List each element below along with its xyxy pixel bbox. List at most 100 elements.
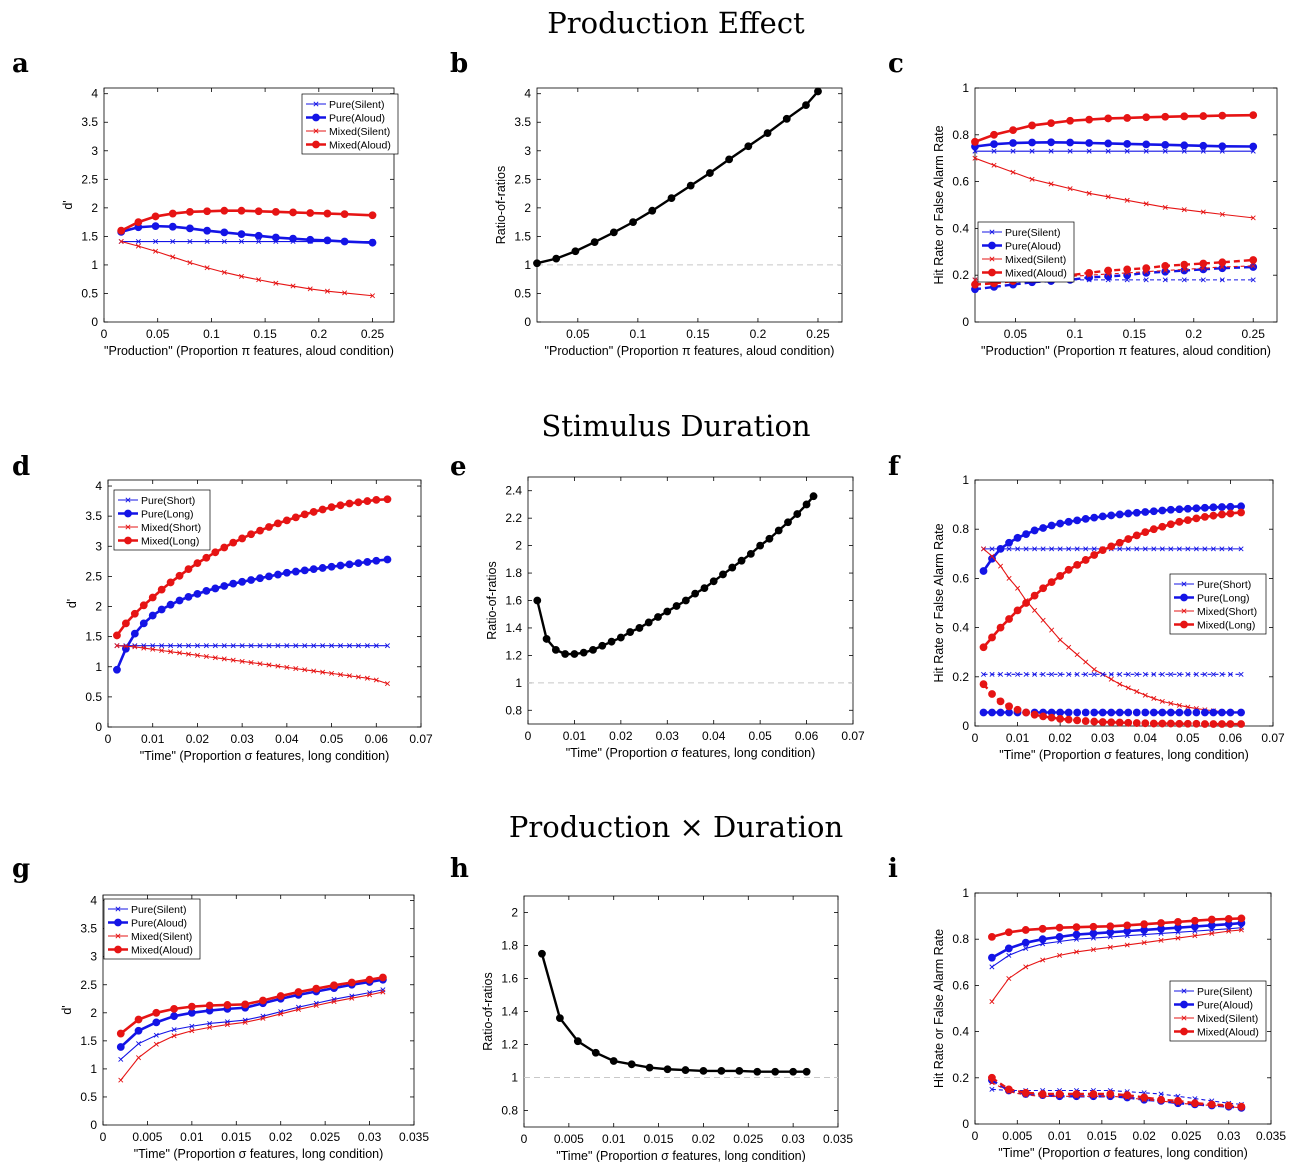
data-point <box>1015 585 1021 591</box>
legend-entry: Mixed(Aloud) <box>1005 267 1067 279</box>
data-point <box>1055 923 1064 932</box>
data-point <box>171 1033 177 1039</box>
x-tick-label: 0.2 <box>750 327 767 341</box>
data-point <box>1219 277 1225 283</box>
data-point <box>1009 139 1017 147</box>
data-point <box>265 572 273 581</box>
data-point <box>230 643 236 649</box>
data-point <box>320 669 326 675</box>
y-tick-label: 0.8 <box>952 128 969 142</box>
data-point <box>1226 720 1235 728</box>
data-point <box>207 1024 213 1030</box>
data-point <box>1158 937 1164 943</box>
data-point <box>1117 546 1123 552</box>
legend-marker <box>312 113 320 122</box>
data-point <box>293 643 299 649</box>
data-point <box>1183 708 1192 717</box>
data-point <box>1038 935 1047 944</box>
data-point <box>1023 671 1029 677</box>
data-point <box>728 563 737 572</box>
data-point <box>204 239 210 245</box>
panel-b: b 0.05 0.1 0.15 0.2 0.25 0 0.5 1 1.5 2 2.5 3 3.5 4 "Pro… <box>450 49 843 358</box>
data-point <box>1074 546 1080 552</box>
plot-area-h <box>523 895 839 1128</box>
data-point <box>998 671 1004 677</box>
y-tick-label: 2 <box>90 1006 97 1020</box>
x-tick-label: 0.005 <box>1002 1129 1032 1143</box>
data-point <box>116 1043 125 1051</box>
data-point <box>221 643 227 649</box>
data-point <box>1210 671 1216 677</box>
data-point <box>134 218 143 227</box>
y-axis-label: Ratio-of-ratios <box>494 166 508 245</box>
legend-marker <box>988 268 996 277</box>
data-point <box>1190 1099 1199 1108</box>
data-point <box>979 643 988 652</box>
y-tick-label: 2.4 <box>505 484 522 498</box>
panel-e: e 0 0.01 0.02 0.03 0.04 0.05 0.06 0.07 0.8 1 1.2 1.4… <box>450 452 865 760</box>
data-point <box>1175 708 1184 717</box>
data-point <box>1176 546 1182 552</box>
data-point <box>238 577 247 586</box>
data-point <box>663 607 672 616</box>
data-point <box>1207 915 1216 924</box>
data-point <box>1123 140 1132 148</box>
data-point <box>998 563 1004 569</box>
data-point <box>364 675 370 681</box>
x-tick-label: 0.03 <box>656 729 680 743</box>
legend-entry: Mixed(Long) <box>141 535 199 547</box>
data-point <box>996 708 1005 717</box>
legend-entry: Mixed(Silent) <box>1005 254 1066 266</box>
data-point <box>187 260 193 266</box>
panel-h: h 0 0.005 0.01 0.015 0.02 0.025 0.03 0.035 0.8 1 1.… <box>450 854 853 1162</box>
series-line <box>119 978 384 1048</box>
data-point <box>230 657 236 663</box>
data-point <box>753 1067 762 1076</box>
data-point <box>254 207 263 216</box>
data-point <box>1123 114 1132 122</box>
data-point <box>1143 201 1149 207</box>
data-point <box>380 989 386 995</box>
data-point <box>1159 698 1165 704</box>
data-point <box>1168 671 1174 677</box>
series-black-group <box>538 949 811 1076</box>
data-point <box>1200 209 1206 215</box>
data-point <box>1193 546 1199 552</box>
panel-c: c 0.05 0.1 0.15 0.2 0.25 0 0.2 0.4 0.6 0.8 1 "Produc… <box>888 49 1278 358</box>
data-point <box>1064 715 1073 724</box>
y-tick-label: 3 <box>95 539 102 553</box>
data-point <box>1226 928 1232 934</box>
legend-entry: Mixed(Aloud) <box>329 139 391 151</box>
data-point <box>1067 148 1073 154</box>
data-point <box>157 605 166 614</box>
x-tick-label: 0.01 <box>1048 1129 1072 1143</box>
data-point <box>1049 627 1055 633</box>
data-point <box>1038 1090 1047 1098</box>
y-tick-label: 0.5 <box>514 286 531 300</box>
y-tick-label: 0.4 <box>952 1025 969 1039</box>
data-point <box>205 1001 214 1010</box>
data-point <box>1089 922 1098 931</box>
data-point <box>1158 1091 1164 1097</box>
data-point <box>1151 695 1157 701</box>
legend-marker <box>124 536 132 545</box>
data-point <box>1089 929 1098 938</box>
data-point <box>1224 914 1233 923</box>
y-tick-label: 0.8 <box>505 703 522 717</box>
data-point <box>224 1022 230 1028</box>
data-point <box>996 544 1005 553</box>
data-point <box>1123 1091 1132 1100</box>
data-point <box>1192 933 1198 939</box>
data-point <box>1224 1101 1233 1110</box>
x-tick-label: 0.05 <box>320 732 344 746</box>
series-line <box>536 90 819 265</box>
data-point <box>1040 957 1046 963</box>
data-point <box>130 609 139 618</box>
data-point <box>681 596 690 605</box>
series-mixed-long--group <box>113 495 392 640</box>
data-point <box>1237 914 1246 923</box>
data-point <box>327 562 336 571</box>
data-point <box>609 1057 618 1065</box>
data-point <box>717 1067 726 1075</box>
data-point <box>237 206 246 215</box>
